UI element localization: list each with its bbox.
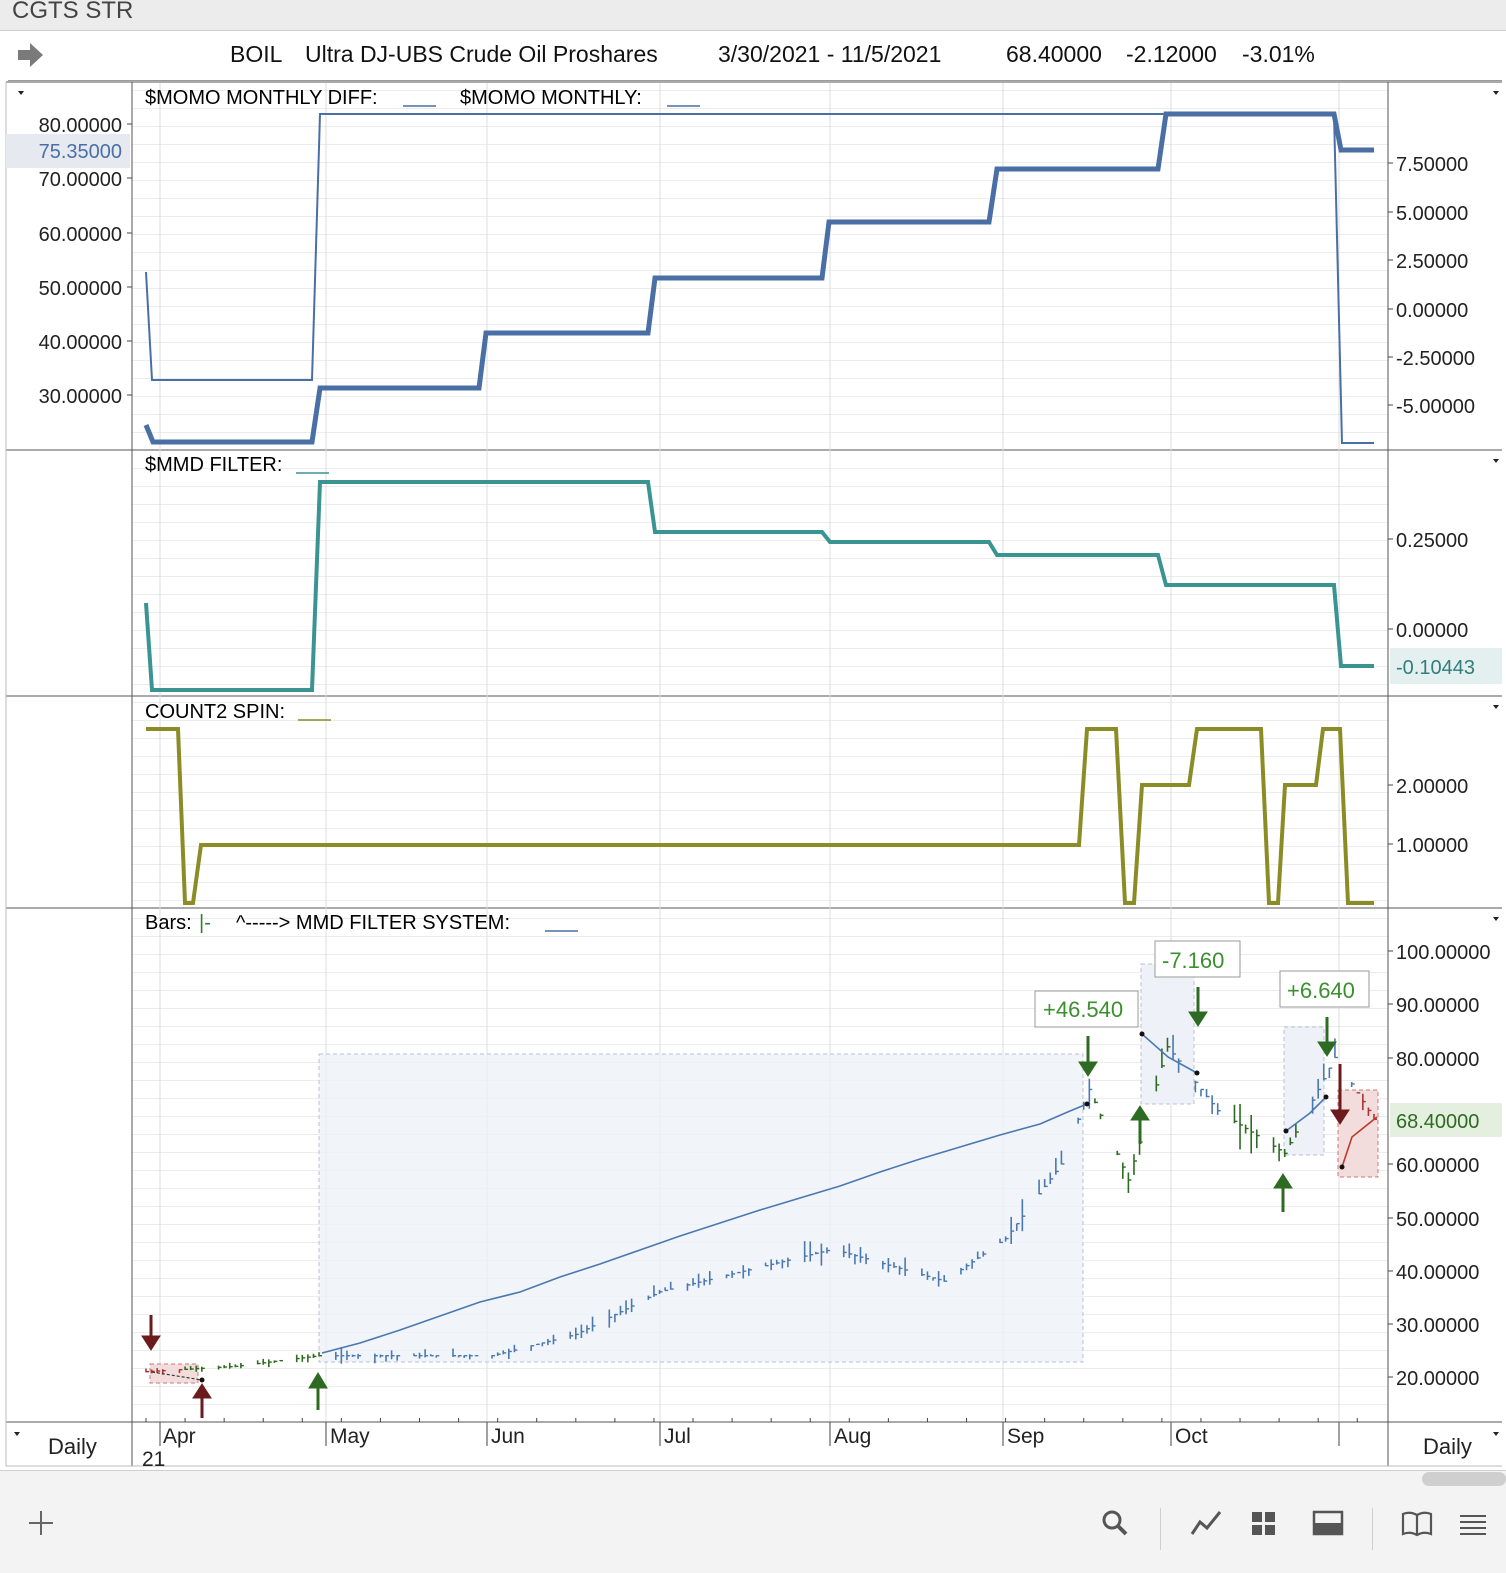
- book-icon[interactable]: [1400, 1508, 1434, 1538]
- symbol: BOIL: [230, 41, 283, 67]
- last-price: 68.40000: [1006, 41, 1102, 67]
- mmd-right-tick: 0.25000: [1396, 530, 1468, 552]
- momo-left-tick: 60.00000: [39, 224, 122, 246]
- price-tick: 60.00000: [1396, 1155, 1479, 1177]
- price-change: -2.12000: [1126, 41, 1217, 67]
- momo-left-tick: 80.00000: [39, 115, 122, 137]
- panel-icon[interactable]: [1312, 1508, 1344, 1538]
- mmd-filter-system-label: ^-----> MMD FILTER SYSTEM:: [236, 912, 510, 934]
- price-current-value: 68.40000: [1396, 1111, 1479, 1133]
- count2-right-tick: 1.00000: [1396, 835, 1468, 857]
- bars-glyph: |-: [199, 912, 211, 934]
- price-tick: 80.00000: [1396, 1049, 1479, 1071]
- momo-right-tick: 0.00000: [1396, 300, 1468, 322]
- price-tick: 30.00000: [1396, 1315, 1479, 1337]
- momo-right-tick: -2.50000: [1396, 348, 1475, 370]
- arrow-right-icon[interactable]: [16, 41, 44, 69]
- mmd-filter-label: $MMD FILTER:: [145, 454, 282, 476]
- grid-icon[interactable]: [1250, 1508, 1278, 1538]
- trade-result-label: +46.540: [1043, 997, 1123, 1022]
- price-change-pct: -3.01%: [1242, 41, 1315, 67]
- count2-spin-line: [146, 727, 1374, 905]
- count2-right-tick: 2.00000: [1396, 776, 1468, 798]
- momo-current-value-badge: [6, 134, 130, 168]
- month-label: Apr: [163, 1425, 196, 1448]
- trade-result-label: +6.640: [1287, 978, 1355, 1003]
- price-tick: 100.00000: [1396, 942, 1491, 964]
- momo-left-tick: 30.00000: [39, 386, 122, 408]
- price-tick: 20.00000: [1396, 1368, 1479, 1390]
- horizontal-scrollbar[interactable]: [1422, 1472, 1506, 1486]
- month-label: May: [330, 1425, 370, 1448]
- search-icon[interactable]: [1100, 1508, 1130, 1538]
- momo-current-value: 75.35000: [39, 141, 122, 163]
- price-current-value-badge: [1390, 1103, 1502, 1137]
- date-range: 3/30/2021 - 11/5/2021: [718, 41, 942, 67]
- plus-icon[interactable]: [26, 1508, 56, 1538]
- price-tick: 90.00000: [1396, 995, 1479, 1017]
- price-tick: 40.00000: [1396, 1262, 1479, 1284]
- bars-label: Bars:: [145, 912, 192, 934]
- momo-right-tick: 7.50000: [1396, 154, 1468, 176]
- momo-left-tick: 70.00000: [39, 169, 122, 191]
- menu-icon[interactable]: [1458, 1508, 1488, 1538]
- price-tick: 50.00000: [1396, 1209, 1479, 1231]
- momo-right-tick: 5.00000: [1396, 203, 1468, 225]
- year-label: 21: [142, 1448, 165, 1470]
- momo-diff-label: $MOMO MONTHLY DIFF:: [145, 87, 378, 109]
- chart-area[interactable]: $MOMO MONTHLY DIFF: $MOMO MONTHLY: 80.00…: [0, 0, 1506, 1470]
- momo-right-tick: -5.00000: [1396, 396, 1475, 418]
- momo-right-tick: 2.50000: [1396, 251, 1468, 273]
- mmd-system-line: [321, 1103, 1088, 1354]
- month-label: Jul: [664, 1425, 691, 1448]
- momo-left-tick: 50.00000: [39, 278, 122, 300]
- line-chart-icon[interactable]: [1190, 1508, 1222, 1538]
- mmd-right-tick: 0.00000: [1396, 620, 1468, 642]
- x-axis-ticks: [145, 1418, 1358, 1422]
- trade-boxes: [149, 963, 1379, 1384]
- signal-arrows: [141, 987, 1350, 1418]
- month-label: Aug: [834, 1425, 871, 1448]
- momo-left-tick: 40.00000: [39, 332, 122, 354]
- month-label: Sep: [1007, 1425, 1044, 1448]
- period-left[interactable]: Daily: [48, 1434, 97, 1459]
- bottom-toolbar: [0, 1470, 1506, 1573]
- window-title-bar: CGTS STR: [0, 0, 1506, 31]
- symbol-name: Ultra DJ-UBS Crude Oil Proshares: [305, 41, 658, 67]
- period-right[interactable]: Daily: [1423, 1434, 1472, 1459]
- mmd-filter-line: [144, 480, 1374, 692]
- mmd-current-value: -0.10443: [1396, 657, 1475, 679]
- momo-monthly-label: $MOMO MONTHLY:: [460, 87, 642, 109]
- window-title: CGTS STR: [12, 0, 134, 24]
- month-label: Oct: [1175, 1425, 1208, 1448]
- momo-monthly-line: [143, 111, 1374, 445]
- symbol-header: BOIL Ultra DJ-UBS Crude Oil Proshares 3/…: [8, 32, 1502, 81]
- count2-spin-label: COUNT2 SPIN:: [145, 701, 285, 723]
- mmd-current-value-badge: [1390, 648, 1502, 684]
- trade-result-label: -7.160: [1162, 948, 1224, 973]
- momo-monthly-diff-line: [145, 113, 1374, 444]
- month-label: Jun: [491, 1425, 525, 1448]
- price-bars: [145, 1034, 1377, 1375]
